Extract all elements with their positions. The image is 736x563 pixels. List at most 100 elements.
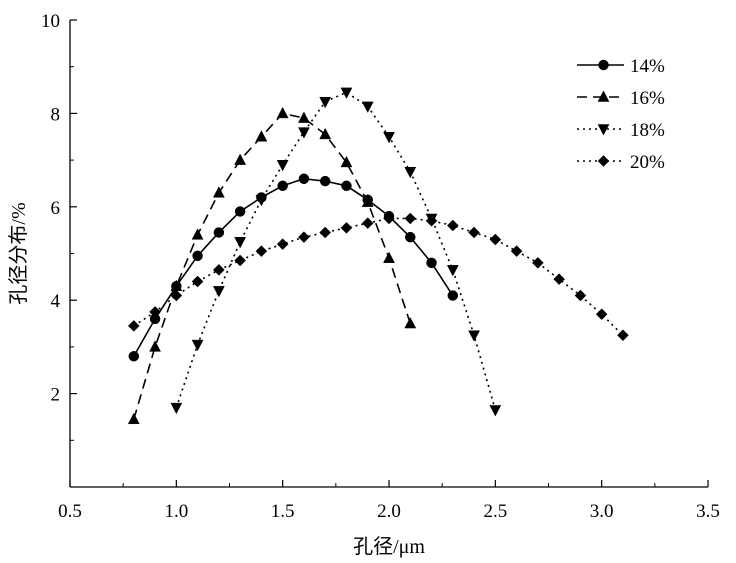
data-point bbox=[191, 228, 204, 240]
data-point bbox=[468, 226, 480, 239]
data-point bbox=[425, 214, 438, 227]
data-point bbox=[319, 96, 332, 109]
data-point bbox=[617, 329, 629, 342]
data-point bbox=[319, 127, 332, 140]
data-point bbox=[234, 206, 246, 217]
data-point bbox=[510, 245, 523, 258]
data-point bbox=[213, 227, 225, 238]
x-tick-label: 2.5 bbox=[483, 501, 507, 522]
legend-item: 20% bbox=[577, 152, 665, 173]
data-point bbox=[170, 402, 183, 415]
data-point bbox=[170, 289, 183, 302]
data-point bbox=[489, 233, 502, 246]
data-point bbox=[255, 245, 268, 258]
data-point bbox=[341, 180, 352, 192]
y-axis-ticks: 2 4 6 8 10 bbox=[41, 11, 77, 441]
data-point bbox=[319, 226, 332, 239]
x-tick-label: 0.5 bbox=[58, 501, 82, 522]
data-point bbox=[574, 289, 587, 302]
legend-label: 14% bbox=[630, 56, 665, 77]
series-layer bbox=[127, 87, 629, 425]
legend-marker bbox=[597, 155, 610, 167]
data-point bbox=[192, 250, 203, 262]
x-tick-label: 1.5 bbox=[271, 501, 295, 522]
legend-marker bbox=[598, 59, 609, 71]
data-point bbox=[361, 217, 374, 229]
series-line bbox=[175, 91, 497, 411]
y-tick-label: 10 bbox=[41, 11, 60, 32]
legend: 14% 16% 18% 20% bbox=[577, 56, 665, 173]
legend-label: 16% bbox=[630, 88, 665, 109]
data-point bbox=[532, 256, 544, 269]
legend-marker bbox=[597, 90, 610, 102]
data-point bbox=[255, 195, 268, 207]
data-point bbox=[213, 263, 225, 276]
x-axis-ticks: 0.5 1.0 1.5 2.0 2.5 3.0 3.5 bbox=[58, 480, 720, 522]
y-tick-label: 4 bbox=[51, 291, 61, 312]
legend-label: 20% bbox=[630, 152, 665, 173]
data-point bbox=[340, 221, 353, 234]
data-point bbox=[234, 254, 246, 267]
data-point bbox=[277, 180, 288, 192]
data-point bbox=[276, 160, 289, 172]
y-tick-label: 8 bbox=[51, 104, 61, 125]
legend-item: 18% bbox=[577, 120, 665, 141]
data-point bbox=[383, 251, 395, 263]
data-point bbox=[405, 231, 416, 243]
data-point bbox=[149, 306, 161, 318]
data-point bbox=[404, 212, 417, 225]
x-tick-label: 1.0 bbox=[164, 501, 188, 522]
data-point bbox=[128, 350, 140, 362]
data-point bbox=[298, 231, 310, 244]
data-point bbox=[383, 212, 395, 225]
data-point bbox=[127, 412, 140, 425]
data-point bbox=[553, 273, 565, 286]
x-tick-label: 3.5 bbox=[696, 501, 720, 522]
data-point bbox=[468, 330, 480, 342]
series-4 bbox=[127, 212, 629, 342]
data-point bbox=[191, 275, 204, 288]
data-point bbox=[426, 257, 437, 269]
data-point bbox=[446, 219, 459, 232]
series-2 bbox=[127, 106, 417, 425]
legend-label: 18% bbox=[630, 120, 665, 141]
data-point bbox=[446, 265, 459, 277]
x-tick-label: 2.0 bbox=[377, 501, 401, 522]
data-point bbox=[340, 155, 353, 168]
data-point bbox=[361, 195, 374, 207]
data-point bbox=[404, 167, 417, 179]
data-point bbox=[319, 175, 331, 187]
data-point bbox=[127, 320, 140, 332]
legend-item: 16% bbox=[577, 88, 665, 109]
data-point bbox=[149, 340, 161, 352]
data-point bbox=[298, 111, 310, 123]
data-point bbox=[234, 237, 247, 249]
data-point bbox=[212, 286, 225, 298]
data-point bbox=[383, 132, 395, 144]
data-point bbox=[340, 87, 353, 99]
data-point bbox=[361, 101, 374, 113]
y-tick-label: 6 bbox=[51, 198, 61, 219]
legend-item: 14% bbox=[577, 56, 665, 77]
data-point bbox=[489, 405, 502, 417]
y-axis-label: 孔径分布/% bbox=[7, 202, 30, 304]
data-point bbox=[276, 106, 289, 119]
data-point bbox=[595, 308, 608, 321]
data-point bbox=[234, 153, 247, 165]
series-3 bbox=[170, 87, 502, 417]
data-point bbox=[212, 186, 225, 198]
axes-layer: 0.5 1.0 1.5 2.0 2.5 3.0 3.5 2 4 6 8 10 孔径/μm 孔径分布/… bbox=[7, 11, 720, 558]
data-point bbox=[298, 127, 310, 139]
series-1 bbox=[128, 173, 459, 362]
x-axis-label: 孔径/μm bbox=[353, 535, 425, 558]
series-line bbox=[133, 112, 412, 420]
data-point bbox=[404, 317, 417, 329]
series-line bbox=[133, 217, 624, 336]
data-point bbox=[298, 173, 310, 185]
x-tick-label: 3.0 bbox=[590, 501, 614, 522]
series-line bbox=[133, 177, 454, 357]
data-point bbox=[191, 339, 204, 352]
y-tick-label: 2 bbox=[51, 385, 61, 406]
data-point bbox=[276, 238, 289, 251]
